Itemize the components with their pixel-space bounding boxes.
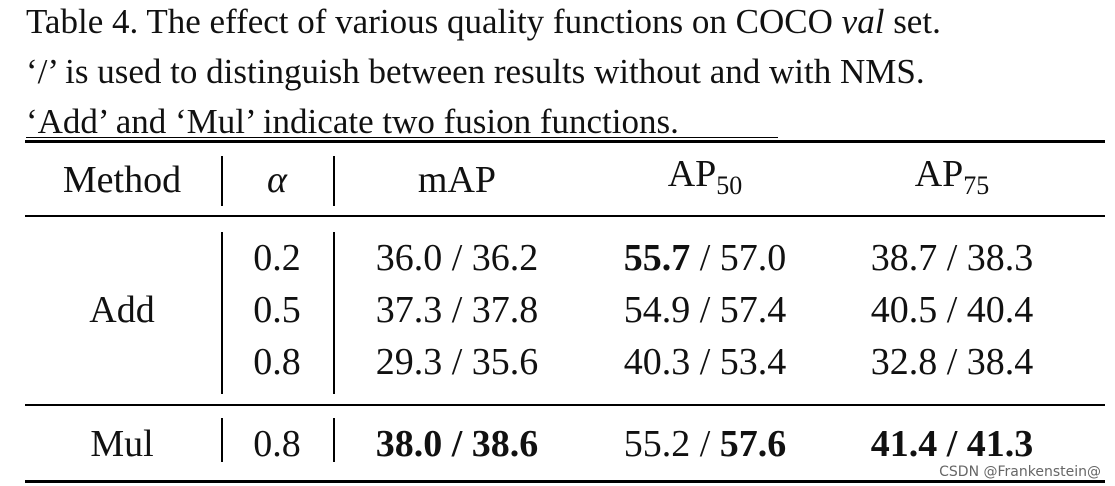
header-cell: α — [267, 158, 287, 202]
value: 38.7 — [870, 237, 938, 279]
alpha-cell: 0.8 — [253, 341, 301, 383]
value-cell: 36.0 / 36.2 — [376, 236, 539, 280]
value-cell: 37.3 / 37.8 — [376, 288, 539, 332]
caption-underline — [26, 137, 778, 138]
header-text: AP — [667, 153, 717, 195]
alpha-cell: 0.2 — [253, 237, 301, 279]
value: 53.4 — [719, 341, 787, 383]
value-cell: 32.8 / 38.4 — [871, 340, 1034, 384]
separator: / — [946, 237, 958, 279]
value: 57.0 — [719, 237, 787, 279]
header-subscript: 50 — [716, 171, 743, 200]
caption-line: ‘Add’ and ‘Mul’ indicate two fusion func… — [26, 102, 679, 142]
separator: / — [699, 341, 711, 383]
separator: / — [451, 237, 463, 279]
caption-text: val — [841, 2, 885, 41]
header-text: mAP — [417, 159, 497, 201]
separator: / — [451, 341, 463, 383]
alpha-cell: 0.5 — [253, 289, 301, 331]
value: 40.5 — [870, 289, 938, 331]
method-cell: Mul — [90, 423, 154, 465]
column-rule — [221, 156, 223, 206]
value: 40.4 — [966, 289, 1034, 331]
header-rule — [25, 215, 1105, 217]
value: 40.3 — [623, 341, 691, 383]
header-text: α — [267, 159, 287, 201]
value-cell: 41.4 / 41.3 — [871, 422, 1034, 466]
method-cell: Add — [89, 289, 155, 331]
value: 35.6 — [471, 341, 539, 383]
header-cell: AP75 — [915, 152, 990, 208]
separator: / — [699, 237, 711, 279]
top-rule — [25, 140, 1105, 143]
value: 55.2 — [623, 423, 691, 465]
value: 57.6 — [719, 423, 787, 465]
value-cell: 40.5 / 40.4 — [871, 288, 1034, 332]
header-cell: AP50 — [668, 152, 743, 208]
value: 38.3 — [966, 237, 1034, 279]
watermark: CSDN @Frankenstein@ — [939, 464, 1101, 480]
value-cell: 38.0 / 38.6 — [376, 422, 539, 466]
header-cell: Method — [63, 158, 181, 202]
bottom-rule — [25, 480, 1105, 483]
separator: / — [451, 289, 463, 331]
caption-text: set. — [884, 2, 941, 41]
separator: / — [946, 423, 958, 465]
value: 29.3 — [375, 341, 443, 383]
value: 38.0 — [375, 423, 443, 465]
separator: / — [946, 341, 958, 383]
value-cell: 29.3 / 35.6 — [376, 340, 539, 384]
value: 32.8 — [870, 341, 938, 383]
caption-line: ‘/’ is used to distinguish between resul… — [26, 52, 925, 92]
value-cell: 55.2 / 57.6 — [624, 422, 787, 466]
value-cell: 55.7 / 57.0 — [624, 236, 787, 280]
separator: / — [699, 289, 711, 331]
caption-text: Table 4. The effect of various quality f… — [26, 2, 842, 41]
caption-line: Table 4. The effect of various quality f… — [26, 2, 941, 42]
value: 57.4 — [719, 289, 787, 331]
value: 41.3 — [966, 423, 1034, 465]
alpha-cell: 0.8 — [253, 423, 301, 465]
value: 55.7 — [623, 237, 691, 279]
value-cell: 54.9 / 57.4 — [624, 288, 787, 332]
header-cell: mAP — [418, 158, 496, 202]
header-text: AP — [914, 153, 964, 195]
caption-text: ‘Add’ and ‘Mul’ indicate two fusion func… — [26, 102, 679, 141]
value: 54.9 — [623, 289, 691, 331]
value: 36.2 — [471, 237, 539, 279]
value-cell: 40.3 / 53.4 — [624, 340, 787, 384]
value: 36.0 — [375, 237, 443, 279]
value: 38.6 — [471, 423, 539, 465]
separator: / — [699, 423, 711, 465]
column-rule — [221, 232, 223, 394]
column-rule — [333, 232, 335, 394]
value-cell: 38.7 / 38.3 — [871, 236, 1034, 280]
separator: / — [451, 423, 463, 465]
value: 38.4 — [966, 341, 1034, 383]
value: 41.4 — [870, 423, 938, 465]
value: 37.8 — [471, 289, 539, 331]
column-rule — [333, 156, 335, 206]
column-rule — [221, 418, 223, 462]
header-text: Method — [62, 159, 182, 201]
column-rule — [333, 418, 335, 462]
separator: / — [946, 289, 958, 331]
header-subscript: 75 — [963, 171, 990, 200]
group-rule — [25, 404, 1105, 406]
caption-text: ‘/’ is used to distinguish between resul… — [26, 52, 925, 91]
value: 37.3 — [375, 289, 443, 331]
